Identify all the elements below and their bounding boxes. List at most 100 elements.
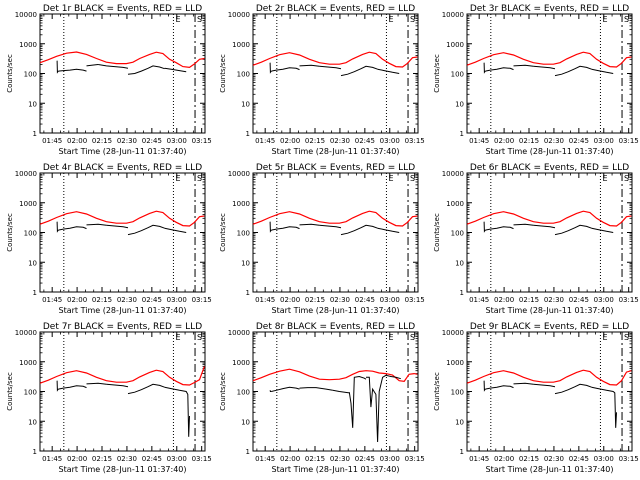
x-tick-label: 03:15: [405, 455, 425, 463]
x-tick-label: 03:00: [380, 455, 400, 463]
x-tick-label: 01:45: [255, 296, 275, 304]
chart-title: Det 4r BLACK = Events, RED = LLD: [43, 163, 202, 173]
y-axis-label: Counts/sec: [433, 372, 441, 411]
events-series-segment: [483, 62, 486, 74]
x-axis-label: Start Time (28-Jun-11 01:37:40): [486, 147, 614, 156]
x-tick-label: 02:15: [92, 137, 112, 145]
y-axis-label: Counts/sec: [6, 54, 14, 93]
x-tick-label: 01:45: [469, 296, 489, 304]
corner-label-s: S: [624, 174, 629, 183]
x-tick-label: 02:15: [305, 137, 325, 145]
x-tick-label: 03:15: [192, 137, 212, 145]
x-axis-label: Start Time (28-Jun-11 01:37:40): [486, 465, 614, 474]
x-tick-label: 01:45: [42, 137, 62, 145]
corner-label-e: E: [388, 333, 393, 342]
x-tick-label: 02:00: [494, 296, 514, 304]
y-tick-label: 10000: [442, 170, 464, 178]
corner-label-e: E: [602, 174, 607, 183]
y-axis-label: Counts/sec: [433, 213, 441, 252]
chart-panel-9: Det 9r BLACK = Events, RED = LLD Counts/s…: [433, 322, 639, 474]
chart-title: Det 6r BLACK = Events, RED = LLD: [470, 163, 629, 173]
y-tick-label: 10000: [15, 11, 37, 19]
y-tick-label: 1000: [446, 200, 464, 208]
corner-label-s: S: [624, 15, 629, 24]
y-tick-label: 100: [24, 389, 37, 397]
events-series-segment: [56, 221, 59, 233]
x-tick-label: 01:45: [42, 296, 62, 304]
events-series-segment: [98, 64, 129, 69]
plot-frame: [39, 172, 206, 293]
x-tick-label: 02:15: [92, 296, 112, 304]
corner-label-s: S: [410, 174, 415, 183]
events-series-segment: [483, 221, 486, 233]
corner-label-e: E: [175, 333, 180, 342]
y-tick-label: 10: [455, 259, 464, 267]
y-tick-label: 10: [455, 100, 464, 108]
events-series-segment: [332, 389, 350, 394]
y-tick-label: 1000: [19, 359, 37, 367]
corner-label-e: E: [602, 15, 607, 24]
chart-title: Det 8r BLACK = Events, RED = LLD: [256, 322, 415, 332]
lld-series-line: [252, 51, 418, 68]
events-series-segment: [377, 68, 400, 74]
y-tick-label: 1000: [232, 359, 250, 367]
x-tick-label: 02:00: [67, 455, 87, 463]
events-series-segment: [319, 224, 342, 229]
events-series-segment: [164, 386, 190, 437]
y-tick-label: 10000: [228, 170, 250, 178]
y-axis-label: Counts/sec: [219, 213, 227, 252]
x-tick-label: 02:15: [305, 455, 325, 463]
x-tick-label: 03:15: [192, 296, 212, 304]
chart-panel-1: Det 1r BLACK = Events, RED = LLD Counts/s…: [6, 4, 212, 156]
y-tick-label: 10000: [442, 329, 464, 337]
events-series-segment: [591, 386, 617, 428]
x-tick-label: 02:45: [142, 296, 162, 304]
events-series-segment: [271, 67, 300, 72]
x-tick-label: 02:00: [280, 137, 300, 145]
events-series-segment: [269, 221, 272, 233]
y-tick-label: 100: [24, 71, 37, 79]
x-tick-label: 02:15: [519, 137, 539, 145]
events-series-segment: [319, 65, 342, 70]
chart-panel-7: Det 7r BLACK = Events, RED = LLD Counts/s…: [6, 322, 212, 474]
x-tick-label: 01:45: [469, 455, 489, 463]
chart-panel-4: Det 4r BLACK = Events, RED = LLD Counts/s…: [6, 163, 212, 315]
events-series-segment: [533, 65, 556, 70]
y-tick-label: 10: [241, 259, 250, 267]
y-tick-label: 10000: [442, 11, 464, 19]
y-tick-label: 1000: [232, 200, 250, 208]
plot-frame: [252, 172, 419, 293]
x-tick-label: 03:00: [167, 137, 187, 145]
events-series-segment: [86, 382, 107, 385]
x-tick-label: 02:00: [280, 296, 300, 304]
events-series-segment: [299, 223, 320, 226]
events-series-segment: [299, 387, 333, 391]
events-series-segment: [513, 64, 534, 67]
x-tick-label: 02:00: [67, 296, 87, 304]
y-tick-label: 1: [460, 289, 464, 297]
x-tick-label: 02:30: [117, 455, 137, 463]
x-tick-label: 02:15: [92, 455, 112, 463]
x-tick-label: 03:00: [594, 296, 614, 304]
x-tick-label: 01:45: [255, 455, 275, 463]
y-tick-label: 10000: [15, 170, 37, 178]
y-tick-label: 1: [460, 130, 464, 138]
chart-title: Det 7r BLACK = Events, RED = LLD: [43, 322, 202, 332]
x-tick-label: 02:45: [355, 455, 375, 463]
corner-label-e: E: [175, 174, 180, 183]
events-series-segment: [164, 227, 187, 233]
events-series-segment: [513, 382, 534, 385]
x-tick-label: 03:15: [619, 296, 639, 304]
x-tick-label: 02:00: [494, 137, 514, 145]
x-tick-label: 03:00: [594, 137, 614, 145]
y-tick-label: 1: [460, 448, 464, 456]
y-tick-label: 10: [241, 418, 250, 426]
events-series-segment: [269, 62, 272, 74]
y-tick-label: 1000: [19, 200, 37, 208]
y-tick-label: 10000: [228, 329, 250, 337]
events-series-segment: [377, 227, 400, 233]
x-tick-label: 02:30: [117, 137, 137, 145]
y-tick-label: 1: [246, 289, 250, 297]
x-axis-label: Start Time (28-Jun-11 01:37:40): [272, 147, 400, 156]
